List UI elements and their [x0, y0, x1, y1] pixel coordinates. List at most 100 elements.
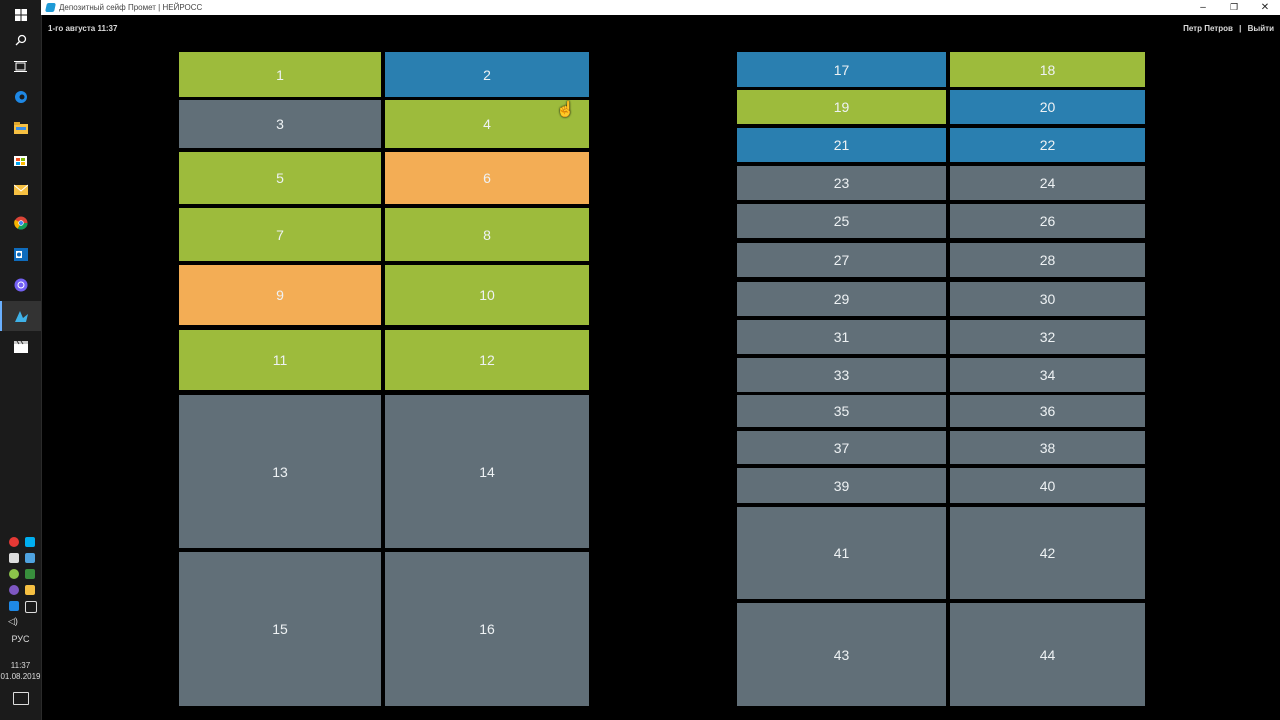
safe-cell-label: 12	[479, 352, 495, 368]
tray-app-icon[interactable]	[9, 537, 19, 547]
network-icon[interactable]	[25, 601, 37, 613]
task-view-icon[interactable]	[0, 51, 41, 81]
tray-app-icon[interactable]	[25, 569, 35, 579]
safe-cell-18[interactable]: 18	[950, 52, 1145, 87]
safe-cell-21[interactable]: 21	[737, 128, 946, 162]
user-name[interactable]: Петр Петров	[1183, 24, 1233, 33]
safe-cell-23[interactable]: 23	[737, 166, 946, 200]
mail-icon[interactable]	[0, 175, 41, 205]
minimize-button[interactable]: –	[1200, 2, 1206, 13]
safe-cell-label: 33	[833, 367, 850, 383]
safe-cell-label: 44	[1039, 646, 1056, 663]
viber-icon[interactable]	[0, 270, 41, 300]
safe-cell-label: 1	[276, 66, 284, 83]
safe-cell-label: 6	[483, 170, 491, 186]
safe-cell-17[interactable]: 17	[737, 52, 946, 87]
safe-cell-label: 37	[833, 439, 850, 456]
safe-cell-43[interactable]: 43	[737, 603, 946, 706]
video-editor-icon[interactable]	[0, 332, 41, 362]
safe-cell-label: 30	[1039, 291, 1056, 307]
safe-cell-4[interactable]: 4	[385, 100, 589, 148]
safe-cell-label: 27	[833, 252, 850, 268]
safe-cell-26[interactable]: 26	[950, 204, 1145, 238]
action-center-icon[interactable]	[13, 692, 29, 705]
safe-cell-label: 5	[276, 170, 284, 186]
safe-cell-11[interactable]: 11	[179, 330, 381, 390]
safe-cell-19[interactable]: 19	[737, 90, 946, 124]
user-area: Петр Петров | Выйти	[1179, 24, 1274, 33]
safe-cell-24[interactable]: 24	[950, 166, 1145, 200]
safe-cell-label: 22	[1039, 137, 1056, 153]
safe-cell-30[interactable]: 30	[950, 282, 1145, 316]
safe-cell-label: 31	[833, 329, 850, 345]
safe-cell-36[interactable]: 36	[950, 395, 1145, 427]
safe-cell-34[interactable]: 34	[950, 358, 1145, 392]
logout-link[interactable]: Выйти	[1247, 24, 1274, 33]
safe-cell-33[interactable]: 33	[737, 358, 946, 392]
safe-cell-41[interactable]: 41	[737, 507, 946, 599]
safe-cell-10[interactable]: 10	[385, 265, 589, 325]
tray-app-icon[interactable]	[9, 585, 19, 595]
safe-cell-label: 13	[272, 463, 288, 480]
neyross-icon[interactable]	[0, 301, 41, 331]
safe-cell-label: 35	[833, 403, 850, 419]
safe-cell-29[interactable]: 29	[737, 282, 946, 316]
restore-button[interactable]: ❐	[1229, 2, 1239, 12]
tray-app-icon[interactable]	[25, 585, 35, 595]
safe-cell-6[interactable]: 6	[385, 152, 589, 204]
edge-icon[interactable]	[0, 82, 41, 112]
safe-cell-9[interactable]: 9	[179, 265, 381, 325]
safe-cell-label: 21	[833, 137, 850, 153]
safe-cell-20[interactable]: 20	[950, 90, 1145, 124]
outlook-icon[interactable]	[0, 239, 41, 269]
safe-cell-39[interactable]: 39	[737, 468, 946, 503]
safe-cell-40[interactable]: 40	[950, 468, 1145, 503]
tray-app-icon[interactable]	[25, 553, 35, 563]
safe-cell-25[interactable]: 25	[737, 204, 946, 238]
search-icon[interactable]	[0, 25, 41, 55]
safe-cell-32[interactable]: 32	[950, 320, 1145, 354]
safe-cell-3[interactable]: 3	[179, 100, 381, 148]
volume-icon[interactable]: ◁)	[8, 616, 18, 626]
safe-cell-37[interactable]: 37	[737, 431, 946, 464]
close-button[interactable]: ✕	[1260, 2, 1270, 13]
skype-icon[interactable]	[25, 537, 35, 547]
safe-cell-label: 40	[1039, 477, 1056, 494]
safe-cell-44[interactable]: 44	[950, 603, 1145, 706]
safe-cell-5[interactable]: 5	[179, 152, 381, 204]
language-indicator[interactable]: РУС	[11, 634, 30, 644]
taskbar-clock[interactable]: 11:37 01.08.2019	[0, 660, 41, 682]
safe-cell-label: 18	[1039, 61, 1056, 78]
safe-cell-label: 26	[1039, 213, 1056, 229]
tray-app-icon[interactable]	[9, 601, 19, 611]
safe-cell-2[interactable]: 2	[385, 52, 589, 97]
safe-cell-8[interactable]: 8	[385, 208, 589, 261]
safe-cell-31[interactable]: 31	[737, 320, 946, 354]
safe-cell-label: 8	[483, 226, 491, 243]
safe-cell-15[interactable]: 15	[179, 552, 381, 706]
safe-cell-label: 7	[276, 226, 284, 243]
safe-cell-38[interactable]: 38	[950, 431, 1145, 464]
safe-cell-42[interactable]: 42	[950, 507, 1145, 599]
chrome-icon[interactable]	[0, 208, 41, 238]
safe-cell-label: 23	[833, 175, 850, 191]
windows-start-icon[interactable]	[0, 0, 41, 30]
safe-cell-label: 28	[1039, 252, 1056, 268]
safe-cell-7[interactable]: 7	[179, 208, 381, 261]
safe-cell-label: 34	[1039, 367, 1056, 383]
tray-app-icon[interactable]	[9, 569, 19, 579]
safe-cell-12[interactable]: 12	[385, 330, 589, 390]
file-explorer-icon[interactable]	[0, 113, 41, 143]
safe-cell-22[interactable]: 22	[950, 128, 1145, 162]
safe-cell-16[interactable]: 16	[385, 552, 589, 706]
safe-cell-28[interactable]: 28	[950, 243, 1145, 277]
safe-cell-27[interactable]: 27	[737, 243, 946, 277]
safe-cell-1[interactable]: 1	[179, 52, 381, 97]
store-icon[interactable]	[0, 144, 41, 174]
safe-cell-label: 4	[483, 116, 491, 132]
safe-cell-14[interactable]: 14	[385, 395, 589, 548]
safe-cell-35[interactable]: 35	[737, 395, 946, 427]
safe-cell-13[interactable]: 13	[179, 395, 381, 548]
windows-taskbar: ◁) РУС 11:37 01.08.2019	[0, 0, 42, 720]
tray-app-icon[interactable]	[9, 553, 19, 563]
